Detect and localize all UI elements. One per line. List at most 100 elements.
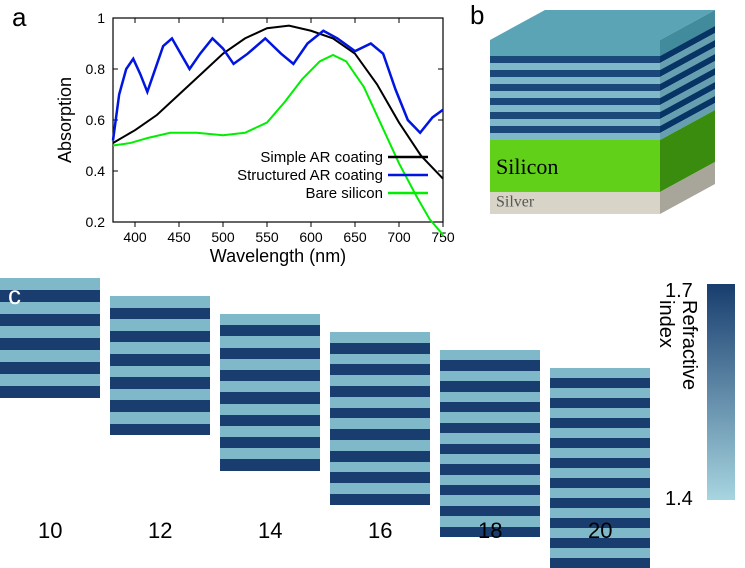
stripe [330,440,430,451]
svg-text:Silver: Silver [496,193,535,210]
svg-text:550: 550 [255,229,279,245]
stripe [0,374,100,386]
layer-stack [110,296,210,435]
stripe [110,424,210,436]
stripe [0,314,100,326]
stripe [330,397,430,408]
layer-structure-diagram: SiliconSilver [470,0,740,260]
stripe [550,368,650,378]
stripe [440,454,540,464]
svg-text:400: 400 [123,229,147,245]
colorbar-max: 1.7 [665,280,693,303]
stack-label: 16 [368,518,392,544]
svg-text:650: 650 [343,229,367,245]
stripe [550,408,650,418]
stripe [110,366,210,378]
stripe [550,388,650,398]
svg-text:0.8: 0.8 [86,61,106,77]
stripe [220,459,320,470]
stack-label: 20 [588,518,612,544]
stripe [0,386,100,398]
stripe [110,412,210,424]
absorption-chart: 4004505005506006507007500.20.40.60.81Wav… [55,8,435,258]
stripe [440,402,540,412]
stripe [220,415,320,426]
svg-text:700: 700 [387,229,411,245]
stripe [440,485,540,495]
svg-text:Simple AR coating: Simple AR coating [260,149,383,166]
stripe [550,438,650,448]
stripe [0,362,100,374]
stripe [110,319,210,331]
stripe [220,426,320,437]
stripe [220,448,320,459]
stripe [330,429,430,440]
stripe [550,488,650,498]
svg-text:1: 1 [97,10,105,26]
stripe [220,404,320,415]
panel-c-label: c [8,280,21,311]
svg-text:450: 450 [167,229,191,245]
layer-stack [440,350,540,537]
stripe [330,462,430,473]
stripe [550,548,650,558]
chart-svg: 4004505005506006507007500.20.40.60.81Wav… [55,8,455,268]
stripe [330,386,430,397]
stripe [220,437,320,448]
stripe [0,350,100,362]
stripe [330,451,430,462]
stripe [220,325,320,336]
svg-text:Wavelength (nm): Wavelength (nm) [210,246,346,266]
stripe [440,423,540,433]
colorbar-min: 1.4 [665,488,693,511]
stripe [330,472,430,483]
stripe [220,381,320,392]
stripe [440,360,540,370]
stripe [440,412,540,422]
stripe [550,458,650,468]
stripe [330,408,430,419]
layer-stack [330,332,430,505]
svg-text:750: 750 [431,229,455,245]
stripe [440,506,540,516]
stack-label: 10 [38,518,62,544]
layer-stacks-panel: 10 12 14 16 18 20 [0,278,745,548]
stripe [550,448,650,458]
stripe [220,336,320,347]
stripe [550,398,650,408]
stripe [440,350,540,360]
stripe [330,375,430,386]
svg-text:0.4: 0.4 [86,163,106,179]
stripe [330,354,430,365]
stack-label: 12 [148,518,172,544]
stripe [110,354,210,366]
stripe [550,558,650,568]
stripe [220,359,320,370]
stripe [330,418,430,429]
stack-label: 18 [478,518,502,544]
stripe [110,296,210,308]
stripe [550,418,650,428]
stripe [440,371,540,381]
stripe [440,475,540,485]
stripe [220,370,320,381]
stripe [550,478,650,488]
stripe [440,392,540,402]
stripe [440,433,540,443]
stripe [440,444,540,454]
stripe [220,314,320,325]
stripe [440,495,540,505]
colorbar [707,284,735,500]
stripe [220,392,320,403]
stripe [330,343,430,354]
stripe [110,377,210,389]
svg-text:0.2: 0.2 [86,214,106,230]
panel-a-label: a [12,2,26,33]
svg-text:Structured AR coating: Structured AR coating [237,167,383,184]
colorbar-axis-label: Refractive index [654,300,700,390]
svg-text:600: 600 [299,229,323,245]
stripe [0,326,100,338]
stripe [440,381,540,391]
stack-label: 14 [258,518,282,544]
stripe [550,468,650,478]
